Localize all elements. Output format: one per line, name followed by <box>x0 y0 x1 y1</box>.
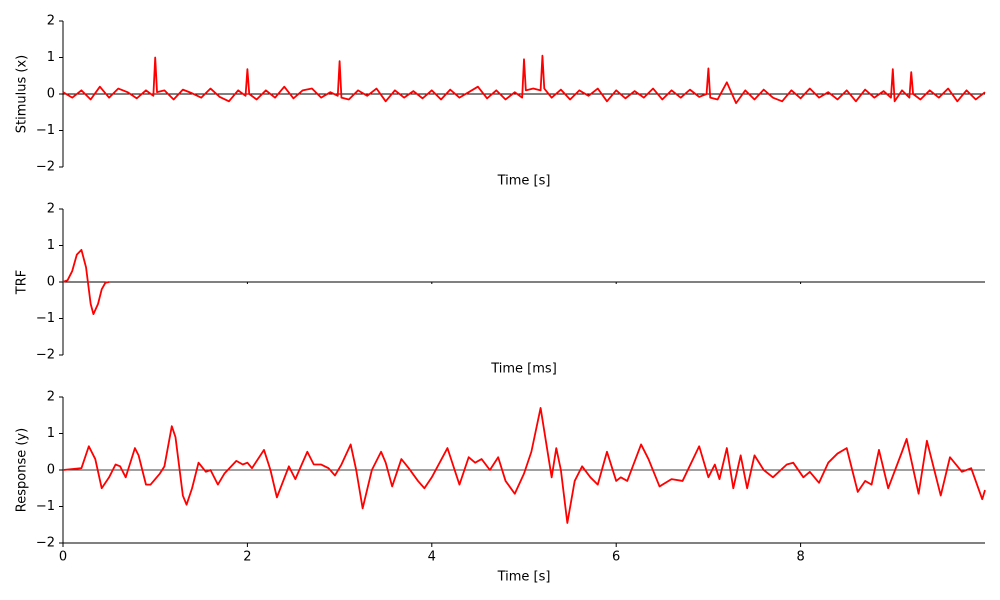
x-tick-label: 8 <box>796 550 804 565</box>
y-tick-label: 0 <box>47 87 55 102</box>
x-axis-label: Time [ms] <box>490 362 557 377</box>
y-tick-label: 1 <box>47 426 55 441</box>
data-line <box>62 407 986 524</box>
x-tick-label: 0 <box>59 550 67 565</box>
y-tick-label: −2 <box>36 536 55 551</box>
data-line <box>62 54 986 105</box>
y-axis-label: Response (y) <box>15 428 30 512</box>
y-tick-label: −1 <box>36 123 55 138</box>
y-axis-label: TRF <box>15 270 30 295</box>
y-axis-label: Stimulus (x) <box>15 55 30 133</box>
x-axis-label: Time [s] <box>497 174 551 189</box>
y-tick-label: −2 <box>36 348 55 363</box>
x-axis-label: Time [s] <box>497 570 551 585</box>
y-tick-label: 0 <box>47 275 55 290</box>
y-tick-label: 2 <box>47 14 55 29</box>
y-tick-label: 0 <box>47 463 55 478</box>
x-tick-label: 4 <box>428 550 436 565</box>
y-tick-label: −2 <box>36 160 55 175</box>
x-tick-label: 6 <box>612 550 620 565</box>
y-tick-label: 2 <box>47 202 55 217</box>
y-tick-label: 2 <box>47 390 55 405</box>
y-tick-label: −1 <box>36 499 55 514</box>
y-tick-label: −1 <box>36 311 55 326</box>
y-tick-label: 1 <box>47 238 55 253</box>
data-line <box>62 248 110 316</box>
y-tick-label: 1 <box>47 50 55 65</box>
x-tick-label: 2 <box>243 550 251 565</box>
